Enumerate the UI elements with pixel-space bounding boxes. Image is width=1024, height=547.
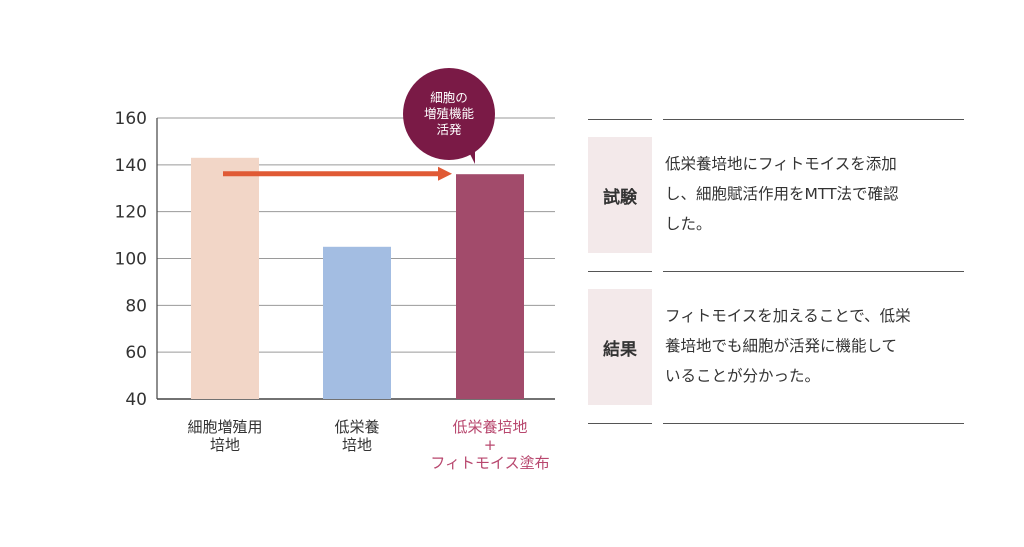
row-header-result: 結果 [588, 289, 652, 405]
text-line: し、細胞賦活作用をMTT法で確認 [665, 185, 899, 203]
bar [323, 246, 391, 399]
category-label-line: フィトモイス塗布 [430, 454, 550, 472]
category-label-line: 培地 [209, 436, 240, 454]
bar-chart: 40 60 80 100 120 140 160 [115, 109, 555, 410]
y-tick-label: 100 [115, 250, 147, 270]
x-category-label: 低栄養 培地 [257, 418, 457, 454]
category-label-line: 低栄養培地 [452, 418, 528, 436]
table-rule [588, 119, 652, 120]
callout-tail [466, 146, 475, 164]
y-tick-label: 140 [115, 156, 147, 176]
arrow-head [438, 166, 452, 181]
table-rule [588, 271, 652, 272]
text-line: フィトモイスを加えることで、低栄 [665, 307, 911, 325]
text-line: 養培地でも細胞が活発に機能して [665, 337, 898, 355]
table-rule [663, 423, 964, 424]
x-category-label: 低栄養培地 + フィトモイス塗布 [390, 418, 590, 472]
y-tick-label: 40 [125, 390, 147, 410]
callout-line: 細胞の [430, 90, 468, 105]
y-tick-label: 120 [115, 203, 147, 223]
row-text-result: フィトモイスを加えることで、低栄 養培地でも細胞が活発に機能して いることが分か… [665, 301, 965, 391]
row-text-test: 低栄養培地にフィトモイスを添加 し、細胞賦活作用をMTT法で確認 した。 [665, 149, 965, 239]
category-label-line: 培地 [341, 436, 372, 454]
callout-line: 活発 [436, 122, 462, 137]
text-line: した。 [665, 215, 712, 233]
table-rule [588, 423, 652, 424]
table-rule [663, 119, 964, 120]
bar [191, 157, 259, 399]
y-tick-label: 160 [115, 109, 147, 129]
category-label-line: + [483, 436, 497, 454]
row-header-test: 試験 [588, 137, 652, 253]
category-label-line: 低栄養 [334, 418, 380, 436]
x-category-label: 細胞増殖用 培地 [125, 418, 325, 454]
callout-line: 増殖機能 [423, 106, 474, 121]
y-tick-label: 60 [125, 343, 147, 363]
text-line: いることが分かった。 [665, 367, 821, 385]
text-line: 低栄養培地にフィトモイスを添加 [665, 155, 897, 173]
table-rule [663, 271, 964, 272]
callout-bubble: 細胞の 増殖機能 活発 [403, 68, 495, 160]
category-label-line: 細胞増殖用 [187, 418, 263, 436]
bar [456, 174, 524, 399]
y-tick-label: 80 [125, 296, 147, 316]
